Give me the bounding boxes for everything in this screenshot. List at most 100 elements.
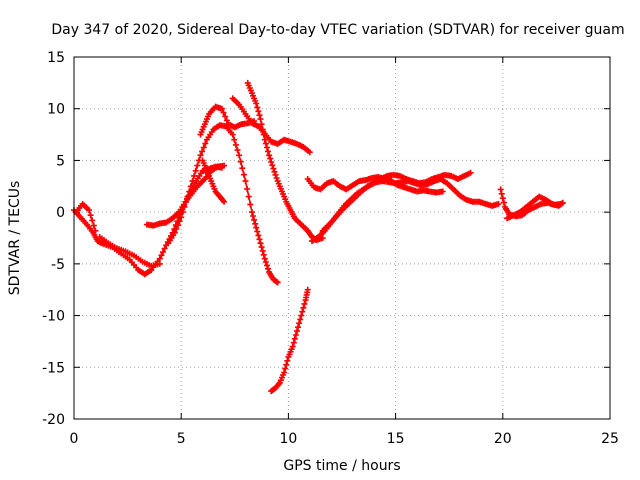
data-point — [176, 218, 183, 225]
data-point — [189, 178, 196, 185]
series-trace — [246, 82, 324, 241]
data-point — [306, 149, 313, 156]
x-tick-label: 25 — [601, 431, 619, 447]
data-point — [257, 240, 264, 247]
data-point — [191, 172, 198, 179]
data-point — [255, 232, 262, 239]
data-point — [187, 183, 194, 190]
data-point — [86, 207, 92, 214]
data-point — [268, 159, 275, 165]
series-arc-13 — [319, 169, 474, 234]
data-point — [178, 214, 185, 221]
data-point — [281, 369, 288, 376]
data-point — [270, 165, 277, 172]
data-point — [294, 328, 300, 335]
data-point — [247, 201, 254, 208]
data-point — [179, 209, 186, 216]
data-point — [156, 260, 163, 267]
x-axis-label: GPS time / hours — [283, 458, 400, 474]
plot-frame — [73, 56, 611, 420]
series-trace — [270, 288, 309, 392]
data-point — [499, 195, 506, 202]
data-point — [262, 259, 269, 265]
data-point — [192, 167, 199, 174]
data-point — [495, 200, 502, 207]
data-point — [222, 113, 229, 120]
data-point — [223, 117, 230, 124]
data-point — [292, 332, 299, 338]
data-point — [87, 212, 94, 219]
data-point — [282, 365, 289, 372]
grid — [74, 57, 610, 419]
data-point — [258, 121, 265, 128]
x-tick-label: 15 — [387, 431, 405, 447]
data-point — [197, 152, 204, 159]
data-point — [221, 162, 228, 169]
data-point — [289, 343, 296, 350]
series-arc-9 — [244, 79, 326, 244]
data-point — [262, 140, 269, 147]
series-arc-10 — [268, 286, 311, 395]
y-tick-label: 5 — [56, 153, 65, 169]
data-point — [298, 312, 305, 319]
data-point — [220, 109, 227, 116]
data-point — [161, 245, 168, 252]
data-point — [304, 286, 311, 293]
data-point — [257, 116, 264, 123]
data-point — [290, 339, 297, 346]
data-point — [264, 144, 270, 151]
data-point — [272, 171, 279, 178]
y-tick-label: -5 — [51, 257, 65, 273]
data-point — [234, 147, 241, 154]
data-point — [299, 308, 306, 315]
series-trace — [167, 124, 279, 284]
data-point — [284, 357, 291, 364]
data-point — [265, 148, 271, 155]
data-point — [245, 193, 252, 200]
data-point — [267, 155, 274, 162]
data-point — [240, 171, 247, 178]
data-point — [202, 140, 209, 147]
data-point — [156, 255, 163, 262]
data-point — [175, 222, 181, 229]
data-point — [301, 300, 308, 307]
data-point — [186, 188, 193, 195]
data-point — [183, 198, 189, 205]
data-point — [160, 249, 166, 255]
x-tick-label: 20 — [494, 431, 512, 447]
data-point — [259, 126, 266, 133]
data-point — [266, 152, 273, 159]
data-point — [273, 175, 280, 181]
y-tick-label: 10 — [47, 102, 65, 118]
data-point — [260, 131, 267, 138]
data-point — [239, 165, 246, 172]
data-point — [237, 158, 244, 165]
y-tick-label: -20 — [42, 412, 65, 428]
data-point — [158, 252, 165, 259]
data-point — [253, 224, 260, 231]
data-point — [498, 190, 505, 197]
data-point — [297, 316, 304, 323]
data-point — [173, 226, 180, 232]
series-trace — [146, 164, 225, 227]
series-arc-2 — [73, 200, 99, 234]
data-point — [199, 148, 206, 155]
x-tick-label: 5 — [177, 431, 186, 447]
data-point — [260, 251, 267, 258]
data-point — [181, 204, 188, 210]
data-point — [254, 104, 261, 111]
data-point — [252, 220, 259, 227]
series-arc-3 — [96, 234, 163, 269]
data-point — [251, 216, 258, 223]
data-point — [295, 324, 301, 331]
series-arc-7 — [199, 157, 228, 205]
data-point — [232, 141, 239, 148]
data-point — [258, 244, 265, 251]
x-tick-label: 0 — [70, 431, 79, 447]
data-point — [439, 188, 446, 195]
data-point — [90, 222, 97, 229]
data-point — [229, 131, 236, 138]
data-point — [271, 168, 278, 175]
ticks: 0 5 10 15 20 25 -20 -15 -10 -5 0 5 10 15 — [42, 50, 619, 447]
series-arc-5 — [165, 122, 281, 286]
